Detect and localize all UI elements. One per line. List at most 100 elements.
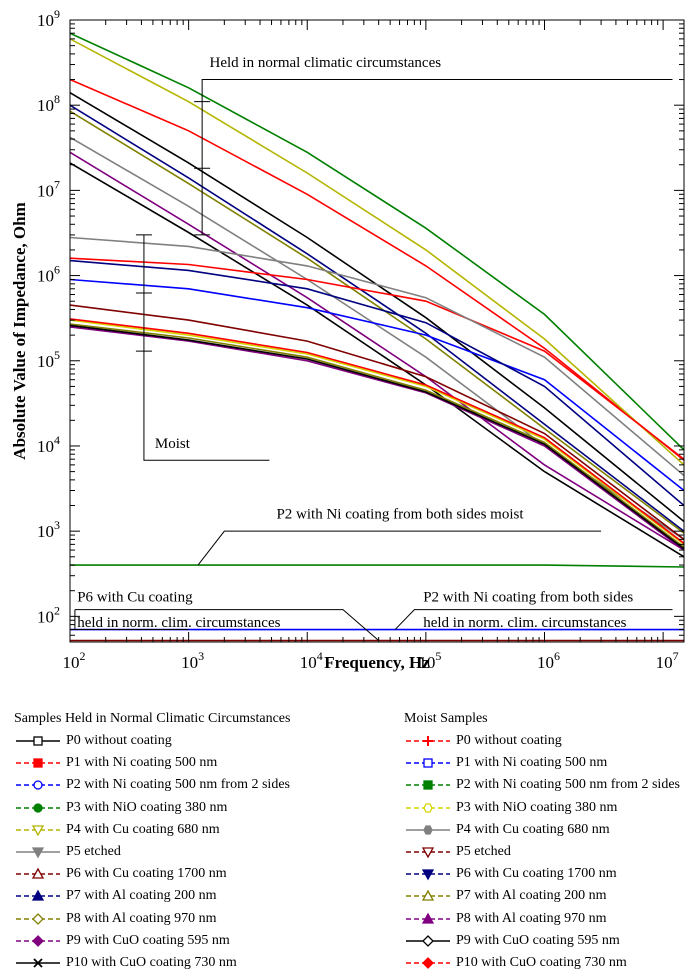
series-line-moist-1 [70, 278, 684, 492]
legend-marker [32, 912, 44, 925]
legend-marker [422, 957, 434, 969]
legend-swatch [16, 803, 60, 813]
series-line-moist-5 [70, 304, 684, 541]
legend-marker [423, 736, 433, 747]
legend-label: P6 with Cu coating 1700 nm [456, 866, 617, 882]
legend-swatch [406, 780, 450, 791]
leader-p2-normal [394, 609, 673, 630]
legend-item: P3 with NiO coating 380 nm [14, 797, 290, 819]
series-lines [70, 32, 684, 642]
annotation-text: Held in normal climatic circumstances [210, 55, 442, 71]
legend-swatch [16, 847, 60, 859]
legend-swatch [16, 780, 60, 791]
legend-items-normal: P0 without coating P1 with Ni coating 500… [14, 730, 290, 974]
series-line-moist-4 [70, 236, 684, 477]
legend-marker [31, 867, 45, 879]
legend-label: P10 with CuO coating 730 nm [66, 954, 237, 970]
legend-item: P2 with Ni coating 500 nm from 2 sides [14, 774, 290, 796]
y-tick-label: 108 [37, 92, 60, 115]
legend-label: P3 with NiO coating 380 nm [456, 799, 618, 815]
tick-labels: 102 103 104 105 106 107 102 103 104 105 106 107 108 1… [37, 7, 679, 672]
legend-swatch [406, 825, 450, 835]
legend-item: P4 with Cu coating 680 nm [14, 819, 290, 841]
leader-p2-moist [197, 530, 602, 566]
legend-item: P3 with NiO coating 380 nm [404, 797, 680, 819]
legend-swatch [16, 890, 60, 902]
legend-item: P9 with CuO coating 595 nm [404, 930, 680, 952]
leader-moist [143, 351, 270, 461]
legend-marker [31, 825, 45, 837]
legend-swatch [16, 912, 60, 925]
y-tick-label: 102 [37, 603, 60, 626]
legend-item: P8 with Al coating 970 nm [404, 908, 680, 930]
y-tick-label: 109 [37, 7, 60, 30]
legend-item: P6 with Cu coating 1700 nm [14, 863, 290, 885]
legend-item: P0 without coating [404, 730, 680, 752]
series-line-normal-0 [70, 92, 684, 523]
legend-label: P10 with CuO coating 730 nm [456, 954, 627, 970]
series-line-moist-2 [70, 564, 684, 568]
x-tick-label: 103 [181, 649, 204, 672]
legend-label: P6 with Cu coating 1700 nm [66, 866, 227, 882]
legend-swatch [406, 803, 450, 813]
legend-label: P9 with CuO coating 595 nm [456, 932, 620, 948]
annotation-text: held in norm. clim. circumstances [77, 615, 280, 631]
y-tick-label: 106 [37, 263, 60, 286]
legend-marker [421, 847, 435, 859]
legend-item: P10 with CuO coating 730 nm [404, 952, 680, 974]
y-tick-label: 107 [37, 177, 60, 200]
series-line-normal-1 [70, 78, 684, 461]
legend-label: P1 with Ni coating 500 nm [456, 755, 608, 771]
legend-swatch [406, 736, 450, 747]
legend-marker [422, 934, 434, 947]
legend-swatch [406, 934, 450, 947]
legend-label: P5 etched [456, 843, 511, 859]
y-axis-label: Absolute Value of Impedance, Ohm [10, 202, 29, 459]
legend-marker [33, 803, 43, 813]
legend-label: P2 with Ni coating 500 nm from 2 sides [66, 777, 290, 793]
legend-label: P4 with Cu coating 680 nm [66, 821, 220, 837]
annotation-text: P6 with Cu coating [77, 589, 193, 605]
legend-label: P3 with NiO coating 380 nm [66, 799, 228, 815]
legend-swatch [16, 934, 60, 947]
x-tick-label: 107 [656, 649, 679, 672]
legend-marker [421, 869, 435, 881]
series-line-moist-0 [70, 257, 684, 460]
legend-marker [423, 825, 433, 835]
legend-marker [423, 803, 433, 813]
legend-swatch [16, 825, 60, 837]
legend-swatch [406, 847, 450, 859]
series-line-moist-7 [70, 323, 684, 548]
legend-item: P4 with Cu coating 680 nm [404, 819, 680, 841]
legend-label: P5 etched [66, 843, 121, 859]
y-tick-label: 103 [37, 518, 60, 541]
legend-marker [31, 847, 45, 859]
series-line-moist-8 [70, 326, 684, 551]
x-tick-label: 105 [418, 649, 441, 672]
legend-swatch [406, 912, 450, 924]
legend-item: P7 with Al coating 200 nm [404, 885, 680, 907]
legend-item: P2 with Ni coating 500 nm from 2 sides [404, 774, 680, 796]
series-line-normal-8 [70, 110, 684, 534]
legend-marker [423, 758, 433, 768]
legend-marker [33, 780, 43, 791]
leader-normal [201, 79, 673, 102]
x-tick-label: 106 [537, 649, 560, 672]
legend-marker [33, 736, 43, 746]
legend-swatch [16, 867, 60, 879]
legend-item: P7 with Al coating 200 nm [14, 885, 290, 907]
legend-item: P0 without coating [14, 730, 290, 752]
series-line-moist-9 [70, 324, 684, 550]
legend-marker [33, 758, 43, 768]
series-line-normal-9 [70, 151, 684, 551]
legend-marker [421, 890, 435, 902]
axis-ticks [69, 19, 684, 643]
legend-swatch [406, 957, 450, 969]
x-axis-label: Frequency, Hz [324, 653, 430, 672]
annotation-text: P2 with Ni coating from both sides moist [276, 507, 524, 523]
legend-marker [421, 912, 435, 924]
legend-label: P7 with Al coating 200 nm [66, 888, 217, 904]
legend-label: P2 with Ni coating 500 nm from 2 sides [456, 777, 680, 793]
annotation-text: Moist [155, 436, 191, 452]
legend-label: P9 with CuO coating 595 nm [66, 932, 230, 948]
